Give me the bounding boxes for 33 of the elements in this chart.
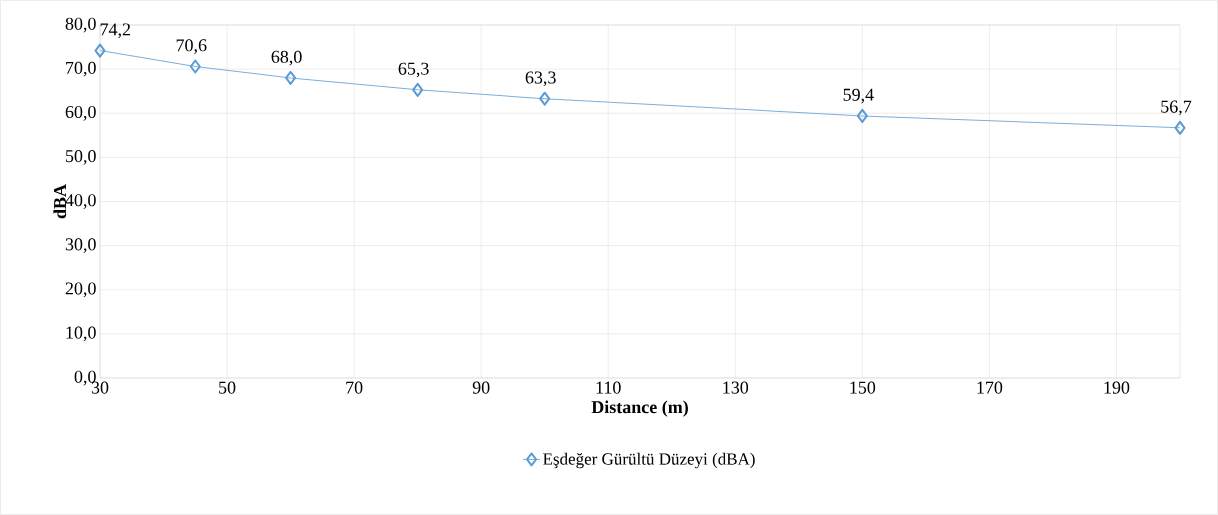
x-axis-title: Distance (m)	[591, 400, 688, 417]
legend-label: Eşdeğer Gürültü Düzeyi (dBA)	[543, 452, 755, 469]
x-tick-label: 170	[977, 381, 1003, 394]
data-label: 63,3	[525, 71, 556, 87]
y-tick-label: 50,0	[66, 150, 96, 165]
y-tick-label: 40,0	[65, 194, 96, 209]
y-tick-label: 70,0	[66, 61, 96, 77]
x-tick-label: 130	[723, 381, 749, 394]
data-label: 70,6	[176, 39, 207, 54]
point	[539, 91, 551, 106]
y-tick-label: 60,0	[65, 105, 96, 121]
x-tick-label: 90	[472, 381, 490, 394]
y-tick-label: 80,0	[65, 17, 96, 33]
data-label: 65,3	[398, 62, 429, 78]
point	[94, 43, 106, 58]
point	[412, 82, 424, 97]
x-tick-label: 150	[850, 381, 876, 394]
x-tick-label: 110	[596, 381, 621, 394]
x-tick-label: 70	[346, 381, 363, 394]
point	[189, 59, 201, 74]
y-tick-label: 30,0	[65, 238, 96, 254]
data-label: 74,2	[100, 23, 131, 39]
point	[285, 70, 297, 85]
data-label: 59,4	[843, 88, 874, 104]
y-axis-title: dBA	[53, 184, 67, 219]
x-tick-label: 190	[1104, 381, 1130, 394]
y-tick-label: 20,0	[65, 282, 96, 298]
data-label: 68,0	[271, 50, 302, 66]
point	[856, 108, 868, 123]
x-tick-label: 50	[219, 381, 236, 394]
y-tick-label: 10,0	[66, 326, 96, 342]
point	[1174, 120, 1186, 135]
data-label: 56,7	[1161, 100, 1192, 116]
